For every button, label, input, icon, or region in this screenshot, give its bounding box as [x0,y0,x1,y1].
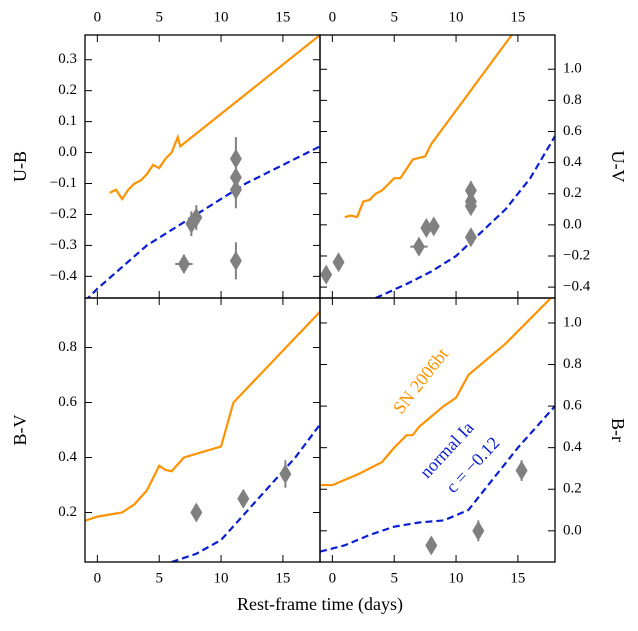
curve [320,405,555,553]
panel [320,35,555,298]
diamond [229,250,242,271]
x-tick-label: 0 [94,9,102,25]
panel [86,35,320,298]
y-tick-label: 0.4 [563,439,582,455]
y-tick-label: 0.6 [563,123,582,139]
curve [344,35,513,219]
y-tick-label: 1.0 [563,314,582,330]
y-tick-label: 0.6 [58,394,77,410]
diamond [420,217,433,238]
panel [85,310,320,562]
x-tick-label: 15 [510,570,525,586]
panel [320,298,555,556]
x-tick-label: 0 [94,570,102,586]
y-tick-label: −0.4 [563,279,591,295]
y-tick-label: −0.1 [50,175,77,191]
curve [320,298,553,487]
y-tick-label: 0.2 [58,82,77,98]
diamond [464,180,477,201]
frame [84,34,321,299]
x-tick-label: 10 [449,9,464,25]
y-tick-label: 0.0 [58,144,77,160]
y-axis-label: B-V [10,415,30,446]
diamond [177,253,190,274]
y-tick-label: 0.4 [563,154,582,170]
diamond [229,148,242,169]
diamond [464,227,477,248]
y-tick-label: 0.0 [563,522,582,538]
x-tick-label: 15 [510,9,525,25]
diamond [190,207,203,228]
y-tick-label: 0.1 [58,113,77,129]
y-tick-label: 0.8 [563,356,582,372]
diamond [237,488,250,509]
diamond [229,179,242,200]
curve [86,145,320,298]
curve [109,35,320,201]
diamond [320,264,333,285]
diamond [190,502,203,523]
y-tick-label: 0.3 [58,51,77,67]
y-tick-label: 0.2 [58,504,77,520]
x-tick-label: 10 [449,570,464,586]
curve [85,310,320,522]
diamond [332,252,345,273]
x-tick-label: 10 [214,9,229,25]
y-tick-label: 0.0 [563,216,582,232]
curve [375,135,555,298]
diamond [464,196,477,217]
x-tick-label: 10 [214,570,229,586]
y-tick-label: 0.4 [58,449,77,465]
y-tick-label: −0.2 [50,206,77,222]
diamond [425,535,438,556]
y-tick-label: 0.8 [58,339,77,355]
y-tick-label: 0.2 [563,481,582,497]
y-tick-label: 0.6 [563,398,582,414]
y-tick-label: 0.2 [563,185,582,201]
y-tick-label: −0.4 [50,268,78,284]
y-axis-label: U-V [608,151,628,183]
x-tick-label: 5 [390,9,398,25]
y-axis-label: B-r [608,418,628,442]
x-tick-label: 5 [390,570,398,586]
y-tick-label: 1.0 [563,61,582,77]
diamond [472,520,485,541]
diamond [412,236,425,257]
frame [319,297,556,563]
diamond [515,460,528,481]
frame [84,297,321,563]
x-tick-label: 0 [329,9,337,25]
y-tick-label: −0.3 [50,237,77,253]
curve [171,423,320,562]
x-tick-label: 15 [275,570,290,586]
x-tick-label: 15 [275,9,290,25]
y-tick-label: −0.2 [563,247,590,263]
x-tick-label: 5 [155,570,163,586]
frame [319,34,556,299]
x-tick-label: 0 [329,570,337,586]
y-tick-label: 0.8 [563,92,582,108]
x-tick-label: 5 [155,9,163,25]
x-axis-label: Rest-frame time (days) [237,594,403,615]
diamond [427,216,440,237]
y-axis-label: U-B [10,151,30,182]
diamond [279,464,292,484]
